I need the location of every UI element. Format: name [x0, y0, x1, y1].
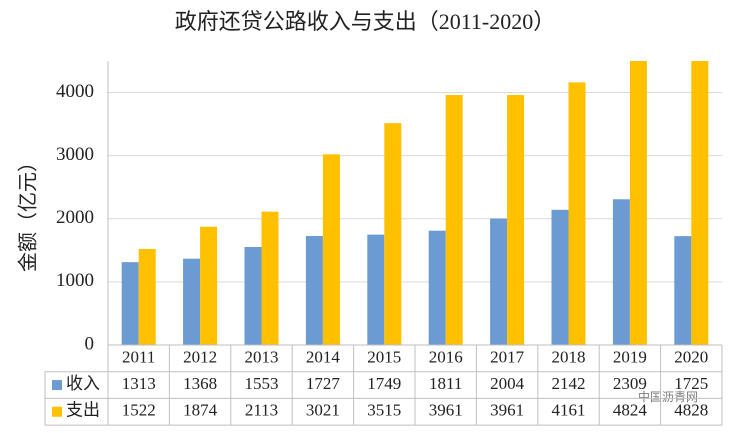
table-value: 3021 — [306, 401, 340, 420]
y-tick-label: 3000 — [56, 144, 94, 165]
legend-label: 支出 — [66, 401, 100, 420]
table-value: 3515 — [367, 401, 401, 420]
x-tick-label: 2020 — [674, 347, 708, 366]
table-value: 2004 — [490, 374, 525, 393]
x-tick-label: 2016 — [429, 347, 463, 366]
y-tick-label: 2000 — [56, 207, 94, 228]
x-tick-label: 2014 — [306, 347, 341, 366]
bar — [322, 154, 340, 345]
legend-swatch — [52, 380, 62, 391]
bar — [612, 199, 630, 345]
x-tick-label: 2013 — [245, 347, 279, 366]
table-value: 1727 — [306, 374, 341, 393]
y-tick-label: 4000 — [56, 81, 94, 102]
table-value: 2142 — [552, 374, 586, 393]
table-value: 1553 — [245, 374, 279, 393]
table-value: 3961 — [490, 401, 524, 420]
table-value: 1313 — [122, 374, 156, 393]
bar — [674, 236, 692, 345]
legend-label: 收入 — [66, 374, 100, 393]
table-value: 4824 — [613, 401, 648, 420]
bar — [183, 258, 201, 345]
table-value: 4161 — [552, 401, 586, 420]
bars — [121, 61, 709, 345]
bar — [445, 95, 463, 345]
y-axis-title: 金额（亿元） — [17, 152, 40, 272]
table-value: 1749 — [367, 374, 401, 393]
bar — [244, 246, 262, 345]
table-value: 4828 — [674, 401, 708, 420]
table-value: 1368 — [183, 374, 217, 393]
bar — [138, 248, 156, 345]
bar — [121, 262, 139, 345]
x-tick-label: 2015 — [367, 347, 401, 366]
y-tick-label: 1000 — [56, 270, 94, 291]
x-tick-label: 2019 — [613, 347, 647, 366]
bar — [629, 61, 647, 345]
x-tick-label: 2011 — [122, 347, 155, 366]
x-tick-label: 2018 — [552, 347, 586, 366]
table-value: 3961 — [429, 401, 463, 420]
bar — [200, 226, 218, 345]
bar — [428, 230, 446, 345]
legend-swatch — [52, 406, 62, 417]
chart-title: 政府还贷公路收入与支出（2011-2020） — [175, 9, 556, 34]
watermark: 中国沥青网 — [638, 389, 698, 404]
bar — [551, 209, 569, 345]
table-value: 1874 — [183, 401, 218, 420]
y-tick-label: 0 — [85, 333, 95, 354]
table-value: 2309 — [613, 374, 647, 393]
table-value: 1522 — [122, 401, 156, 420]
bar — [507, 95, 525, 345]
x-tick-label: 2012 — [183, 347, 217, 366]
bar — [261, 211, 279, 345]
bar — [367, 234, 385, 345]
table-value: 2113 — [245, 401, 278, 420]
bar — [384, 123, 402, 345]
table-value: 1725 — [674, 374, 708, 393]
bar — [568, 82, 586, 345]
bar — [305, 236, 323, 345]
bar — [691, 61, 709, 345]
bar — [490, 218, 508, 345]
table-value: 1811 — [429, 374, 462, 393]
x-tick-label: 2017 — [490, 347, 525, 366]
